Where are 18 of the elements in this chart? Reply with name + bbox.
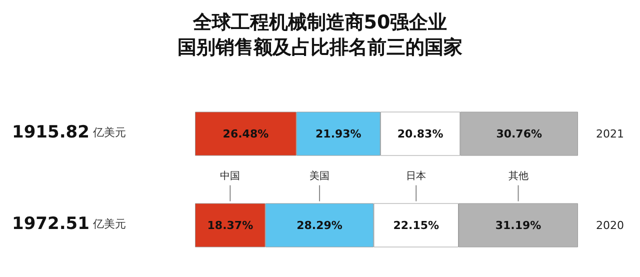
text: 1972.51 亿美元 — [12, 214, 126, 234]
chart-title: 全球工程机械制造商50强企业 — [192, 12, 448, 34]
series-label: 日本 — [406, 170, 426, 182]
y-tick-label: 2020 — [596, 218, 624, 232]
y-tick-label: 2021 — [596, 127, 624, 140]
series-label: 其他 — [508, 170, 528, 182]
data-label: 31.19% — [495, 218, 542, 232]
series-label: 中国 — [220, 170, 240, 182]
chart-subtitle: 国别销售额及占比排名前三的国家 — [178, 36, 462, 58]
data-label: 18.37% — [207, 218, 254, 232]
data-label: 21.93% — [316, 127, 362, 140]
data-label: 20.83% — [397, 127, 444, 140]
series-label: 美国 — [310, 170, 330, 182]
data-label: 30.76% — [496, 127, 542, 140]
data-label: 22.15% — [393, 218, 440, 232]
data-label: 28.29% — [296, 218, 342, 232]
text: 1915.82 亿美元 — [12, 122, 126, 142]
data-label: 26.48% — [222, 127, 269, 140]
